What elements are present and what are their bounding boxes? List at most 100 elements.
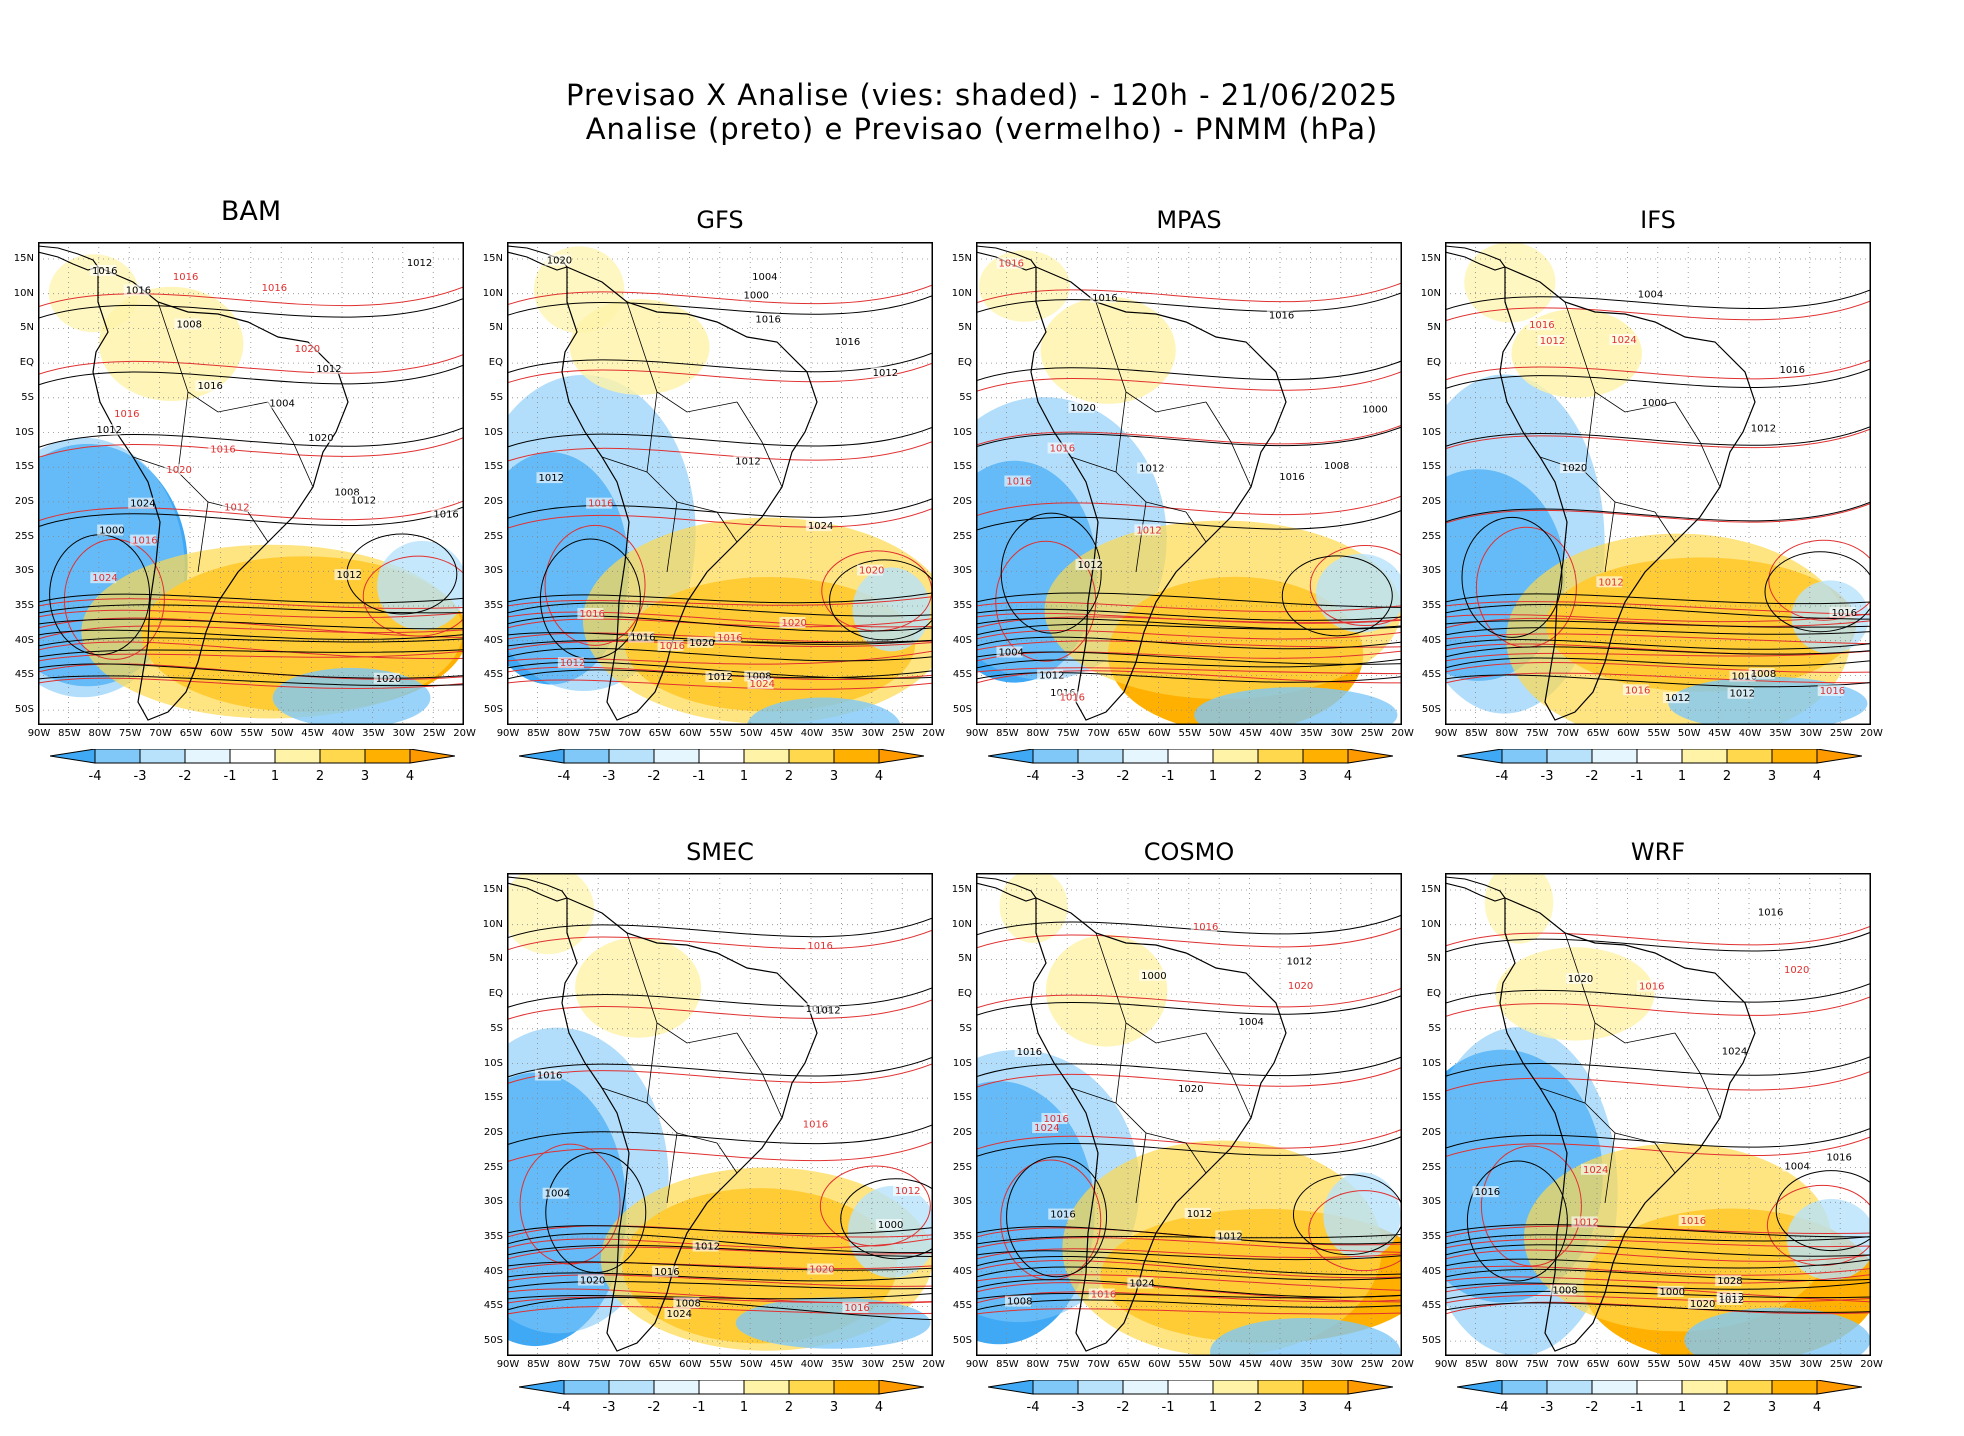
lat-label: 40S (483, 1265, 503, 1277)
isobar-label: 1012 (1665, 693, 1690, 704)
lat-label: 25S (1421, 1161, 1441, 1173)
panel-title-smec: SMEC (686, 838, 754, 866)
isobar-label: 1012 (538, 473, 563, 484)
colorbar-tick: -4 (1027, 769, 1040, 784)
panel-title-gfs: GFS (696, 206, 744, 234)
isobar-label: 1012 (224, 503, 249, 514)
bias-shade-region (1315, 553, 1402, 633)
lon-label: 60W (679, 1359, 702, 1370)
isobar-label: 1016 (126, 285, 151, 296)
south-america-coastline (561, 266, 818, 721)
isobar-label: 1012 (1573, 1217, 1598, 1228)
isobar-label: 1012 (707, 672, 732, 683)
lon-label: 55W (709, 728, 733, 739)
colorbar-tick: 1 (1678, 1400, 1686, 1415)
lat-label: 10N (482, 287, 503, 299)
isobar-label: 1016 (262, 283, 287, 294)
lon-label: 50W (1208, 1359, 1232, 1370)
isobar-label: 1012 (1751, 423, 1776, 434)
lon-label: 80W (1495, 1359, 1519, 1370)
isobar-label: 1024 (1722, 1046, 1747, 1057)
isobar-label: 1016 (803, 1120, 828, 1131)
lat-label: 35S (14, 600, 34, 611)
colorbar-tick: 4 (1813, 769, 1821, 784)
isobar-label: 1016 (537, 1071, 562, 1082)
colorbar-tick: 4 (875, 769, 883, 784)
lon-label: 45W (1239, 728, 1262, 739)
lat-label: 5N (958, 953, 972, 965)
bias-shade-region (852, 567, 931, 652)
lon-label: 60W (1148, 728, 1171, 739)
lat-label: 15N (951, 884, 972, 895)
lon-label: 35W (831, 728, 854, 739)
lat-label: 35S (483, 600, 503, 611)
bias-shade-region (1323, 1172, 1401, 1259)
lon-label: 25W (422, 728, 446, 739)
colorbar-tick: -2 (1586, 1400, 1599, 1415)
lon-label: 80W (1026, 1359, 1050, 1370)
lon-label: 50W (1677, 1359, 1701, 1370)
lat-label: EQ (488, 988, 503, 1000)
lon-label: 60W (1617, 728, 1640, 739)
isobar-label: 1012 (1136, 525, 1161, 536)
isobar-label: 1020 (1784, 965, 1809, 976)
lat-label: 10S (14, 426, 34, 438)
lat-label: 40S (1421, 1265, 1441, 1277)
isobar-label: 1000 (99, 526, 124, 537)
lon-label: 40W (1738, 1359, 1762, 1370)
colorbar-tick: 2 (316, 769, 324, 784)
lon-label: 30W (861, 1359, 885, 1370)
lon-label: 85W (58, 728, 81, 739)
lat-label: 10N (482, 918, 503, 930)
lon-label: 25W (1829, 728, 1853, 739)
colorbar-tick: 2 (1254, 1400, 1262, 1415)
lat-label: 20S (952, 1126, 972, 1138)
lat-label: 40S (952, 1265, 972, 1277)
isobar-label: 1020 (781, 618, 806, 629)
lon-label: 50W (739, 728, 763, 739)
lat-label: 20S (1421, 495, 1441, 507)
lon-label: 90W (1434, 1359, 1458, 1370)
isobar-label: 1016 (755, 315, 780, 326)
colorbar-tick: -3 (1541, 1400, 1554, 1415)
lat-label: 5S (21, 391, 34, 403)
isobar-label: 1020 (547, 256, 572, 267)
lat-label: 30S (1421, 565, 1441, 577)
lon-label: 25W (891, 728, 915, 739)
lat-label: EQ (488, 357, 503, 369)
isobar-label: 1016 (579, 609, 604, 620)
isobar-label: 1004 (752, 272, 777, 283)
isobar-label: 1008 (177, 319, 202, 330)
colorbar-tick: -3 (603, 1400, 616, 1415)
lat-label: 10N (13, 287, 34, 299)
isobar-label: 1008 (1751, 669, 1776, 680)
lon-label: 85W (527, 728, 550, 739)
lon-label: 80W (1026, 728, 1050, 739)
panel-title-mpas: MPAS (1156, 206, 1222, 234)
bias-shade-region (1484, 873, 1554, 944)
colorbar-smec: -4 -3 -2 -1 1 2 3 4 (518, 1379, 925, 1420)
lat-label: 15S (1421, 461, 1441, 473)
colorbar-gfs: -4 -3 -2 -1 1 2 3 4 (518, 748, 925, 789)
colorbar-tick: -4 (89, 769, 102, 784)
south-america-coastline (1499, 897, 1756, 1352)
isobar-label: 1012 (1039, 671, 1064, 682)
bias-shade-region (1464, 242, 1556, 323)
lon-label: 20W (453, 728, 476, 739)
lon-label: 20W (1860, 1359, 1883, 1370)
map-panel-ifs: 1016 1012 1016 1012 1020 1016 1012 1008 1004 1000… (1445, 242, 1871, 725)
lat-label: 30S (952, 1196, 972, 1208)
lon-label: 90W (1434, 728, 1458, 739)
isobar-label: 1004 (1638, 289, 1663, 300)
lat-label: 45S (483, 669, 503, 681)
bias-shade-region (735, 1297, 931, 1349)
colorbar-tick: -4 (558, 769, 571, 784)
isobar-label: 1000 (1362, 404, 1387, 415)
colorbar-tick: -3 (603, 769, 616, 784)
bias-shade-region (1040, 296, 1176, 404)
bias-shade-region (507, 873, 595, 955)
lon-label: 75W (1056, 728, 1080, 739)
colorbar-tick: -1 (224, 769, 237, 784)
colorbar-bam: -4 -3 -2 -1 1 2 3 4 (49, 748, 456, 789)
colorbar-tick: -3 (1541, 769, 1554, 784)
